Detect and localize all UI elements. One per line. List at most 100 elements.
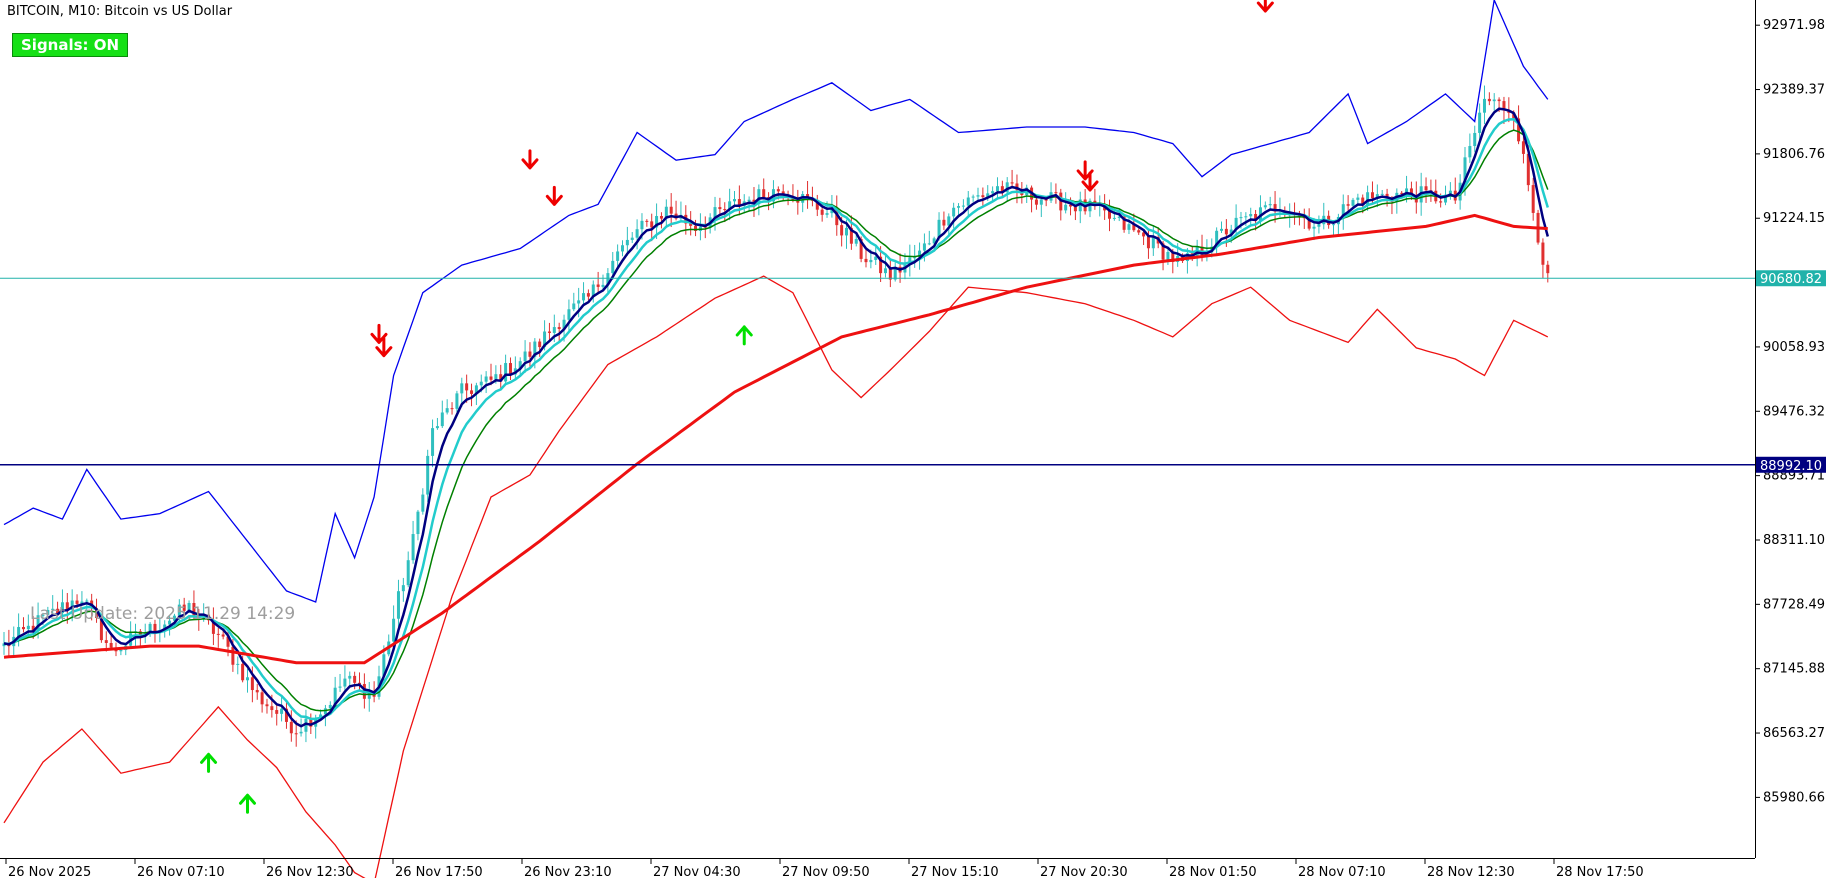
candle-body <box>99 617 103 641</box>
candle-body <box>966 197 970 206</box>
candle-body <box>1107 210 1111 219</box>
candle-body <box>1073 206 1077 212</box>
candle-body <box>1521 141 1525 154</box>
candle-body <box>961 205 965 207</box>
y-tick-label: 87145.88 <box>1763 662 1825 677</box>
candle-body <box>221 634 225 637</box>
price-axis[interactable]: 92971.98 92389.37 91806.76 91224.15 90058.93… <box>1755 18 1826 805</box>
candle-body <box>382 654 386 677</box>
signals-layer <box>200 0 1274 814</box>
candle-body <box>479 381 483 386</box>
candle-body <box>70 600 74 611</box>
candle-body <box>874 256 878 260</box>
candle-body <box>640 220 644 230</box>
candle-body <box>523 351 527 362</box>
candle-body <box>431 428 435 456</box>
candle-body <box>163 624 167 631</box>
candle-body <box>1239 217 1243 219</box>
candle-body <box>952 207 956 217</box>
sell-arrow-icon <box>375 337 393 358</box>
buy-arrow-icon <box>200 752 218 773</box>
candle-body <box>1171 251 1175 262</box>
signals-toggle-button[interactable]: Signals: ON <box>12 33 129 57</box>
candle-body <box>718 207 722 210</box>
candle-body <box>75 600 79 604</box>
candle-body <box>177 604 181 616</box>
candle-body <box>1215 230 1219 247</box>
candle-body <box>694 225 698 231</box>
candle-body <box>1468 146 1472 158</box>
x-tick-label: 28 Nov 01:50 <box>1169 865 1257 878</box>
candle-body <box>596 284 600 287</box>
candle-body <box>1137 230 1141 233</box>
candle-body <box>942 219 946 226</box>
candle-body <box>1078 199 1082 212</box>
x-tick-label: 26 Nov 07:10 <box>137 865 225 878</box>
candle-body <box>635 229 639 238</box>
candle-body <box>36 615 40 632</box>
ma-mid-line <box>3 118 1549 721</box>
candle-body <box>840 225 844 236</box>
candle-body <box>1297 215 1301 217</box>
candle-body <box>333 687 337 705</box>
candle-body <box>1263 205 1267 208</box>
candle-body <box>65 602 69 611</box>
candle-body <box>41 614 45 616</box>
candle-body <box>864 258 868 263</box>
candle-body <box>1366 192 1370 206</box>
candle-body <box>728 201 732 210</box>
candle-body <box>1375 194 1379 199</box>
candle-body <box>416 511 420 535</box>
candle-body <box>445 408 449 413</box>
candle-body <box>1424 186 1428 191</box>
candle-body <box>460 383 464 394</box>
candle-body <box>620 245 624 252</box>
candle-body <box>606 273 610 285</box>
candle-body <box>518 361 522 369</box>
candle-body <box>908 257 912 265</box>
candle-body <box>1132 224 1136 231</box>
candle-body <box>586 293 590 297</box>
candle-body <box>825 213 829 215</box>
candle-body <box>1010 182 1014 184</box>
candle-body <box>1161 243 1165 260</box>
candle-body <box>757 189 761 205</box>
candle-body <box>358 682 362 685</box>
candle-body <box>625 239 629 246</box>
candle-body <box>781 191 785 195</box>
candle-body <box>1351 199 1355 206</box>
candle-body <box>275 710 279 714</box>
candle-body <box>913 257 917 259</box>
candle-body <box>1000 186 1004 193</box>
candle-body <box>270 706 274 711</box>
ma-slow-line <box>3 129 1549 712</box>
candle-body <box>246 677 249 681</box>
candle-body <box>737 199 741 206</box>
x-tick-label: 26 Nov 17:50 <box>395 865 483 878</box>
candle-body <box>348 675 352 679</box>
candle-body <box>231 646 235 665</box>
candle-body <box>484 376 488 382</box>
candle-body <box>849 227 853 244</box>
x-tick-label: 27 Nov 20:30 <box>1040 865 1128 878</box>
candle-body <box>1146 236 1150 249</box>
candle-body <box>392 618 396 642</box>
y-tick-label: 88311.10 <box>1763 533 1825 548</box>
candle-body <box>883 268 887 274</box>
candle-body <box>859 239 863 259</box>
candle-body <box>869 259 873 263</box>
candle-body <box>26 625 30 630</box>
candle-body <box>601 284 605 287</box>
candle-body <box>260 692 264 705</box>
candle-body <box>1151 237 1155 249</box>
candle-body <box>733 199 736 202</box>
x-tick-label: 28 Nov 17:50 <box>1556 865 1644 878</box>
buy-arrow-icon <box>735 325 753 346</box>
candle-body <box>645 220 649 222</box>
candle-body <box>1517 118 1521 142</box>
time-axis[interactable]: 26 Nov 2025 26 Nov 07:10 26 Nov 12:30 26 No… <box>5 858 1644 878</box>
candle-body <box>1229 229 1233 235</box>
horizontal-lines-layer <box>0 277 1755 466</box>
